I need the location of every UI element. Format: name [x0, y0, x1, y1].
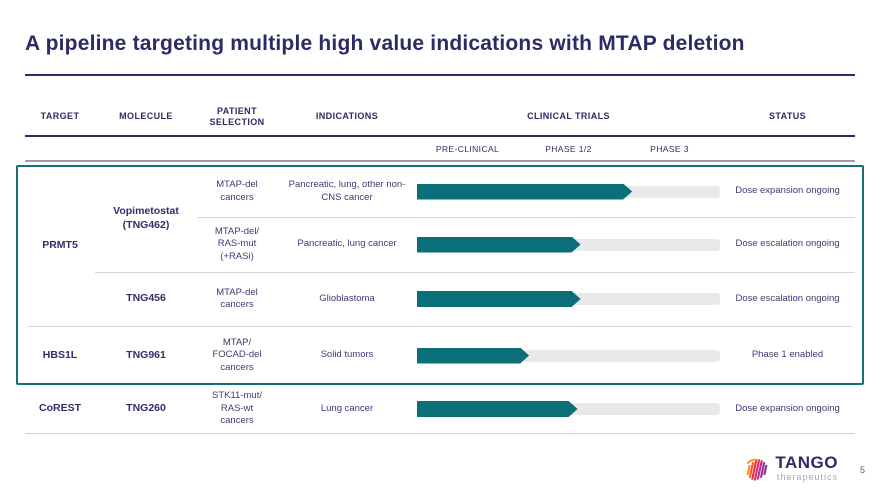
progress-track: [417, 403, 720, 415]
row-separator: [28, 326, 852, 327]
progress-bar: [417, 348, 529, 364]
status-cell: Phase 1 enabled: [751, 349, 824, 361]
pipeline-row-tng456: TNG456 MTAP-del cancers Glioblastoma Dos…: [25, 272, 855, 326]
progress-bar: [417, 237, 581, 253]
patient-selection-cell: MTAP-del cancers: [216, 286, 258, 310]
page-title: A pipeline targeting multiple high value…: [25, 32, 745, 55]
progress-track: [417, 350, 720, 362]
progress-track: [417, 186, 720, 198]
phase-label-preclinical: PRE-CLINICAL: [435, 144, 500, 154]
status-cell: Dose escalation ongoing: [735, 238, 840, 250]
patient-selection-cell: STK11-mut/ RAS-wt cancers: [212, 390, 262, 427]
progress-track: [417, 239, 720, 251]
tango-logo-name: TANGO: [775, 453, 838, 472]
header-divider: [25, 135, 855, 137]
patient-selection-cell: MTAP-del/ RAS-mut (+RASi): [214, 225, 260, 262]
target-cell: HBS1L: [42, 348, 78, 361]
mtap-highlight-box: [16, 165, 864, 385]
pipeline-row-vopimetostat-rasmut: MTAP-del/ RAS-mut (+RASi) Pancreatic, lu…: [25, 217, 855, 272]
header-indications: INDICATIONS: [315, 111, 379, 122]
progress-track: [417, 293, 720, 305]
header-molecule: MOLECULE: [119, 111, 173, 122]
status-cell: Dose escalation ongoing: [735, 292, 840, 304]
row-separator: [197, 217, 855, 218]
row-separator: [95, 272, 855, 273]
phase-label-phase12: PHASE 1/2: [545, 144, 592, 154]
molecule-cell: TNG456: [126, 292, 166, 305]
tango-logo: TANGO therapeutics: [745, 454, 838, 483]
corest-row-group: CoREST TNG260 STK11-mut/ RAS-wt cancers …: [25, 385, 855, 433]
molecule-cell-vopimetostat: Vopimetostat (TNG462): [113, 205, 179, 231]
progress-bar: [417, 401, 578, 417]
pipeline-row-tng260: CoREST TNG260 STK11-mut/ RAS-wt cancers …: [25, 385, 855, 433]
status-cell: Dose expansion ongoing: [735, 402, 840, 414]
indications-cell: Lung cancer: [320, 402, 374, 414]
tango-logo-icon: [747, 458, 768, 481]
page-number: 5: [859, 465, 865, 475]
indications-cell: Glioblastoma: [319, 292, 375, 304]
patient-selection-cell: MTAP/ FOCAD-del cancers: [212, 336, 262, 373]
phase-header-divider: [25, 160, 855, 162]
status-cell: Dose expansion ongoing: [735, 185, 840, 197]
header-target: TARGET: [40, 111, 80, 122]
table-header-row: TARGET MOLECULE PATIENT SELECTION INDICA…: [25, 101, 855, 133]
header-status: STATUS: [768, 111, 807, 122]
title-divider: [25, 74, 855, 76]
phase-label-phase3: PHASE 3: [650, 144, 689, 154]
mtap-rows-group: MTAP-del cancers Pancreatic, lung, other…: [25, 166, 855, 385]
progress-bar: [417, 291, 581, 307]
indications-cell: Pancreatic, lung, other non-CNS cancer: [288, 179, 406, 203]
target-cell: CoREST: [39, 402, 81, 415]
indications-cell: Solid tumors: [320, 349, 374, 361]
tango-logo-subtitle: therapeutics: [776, 472, 838, 482]
progress-bar: [417, 184, 632, 200]
pipeline-row-tng961: HBS1L TNG961 MTAP/ FOCAD-del cancers Sol…: [25, 326, 855, 385]
indications-cell: Pancreatic, lung cancer: [297, 238, 397, 250]
pipeline-row-vopimetostat-mtapdel: MTAP-del cancers Pancreatic, lung, other…: [25, 166, 855, 217]
header-patient-selection: PATIENT SELECTION: [209, 105, 265, 127]
header-clinical-trials: CLINICAL TRIALS: [527, 111, 610, 122]
bottom-divider: [25, 433, 855, 434]
patient-selection-cell: MTAP-del cancers: [216, 179, 258, 203]
phase-header-row: PRE-CLINICAL PHASE 1/2 PHASE 3: [25, 139, 855, 159]
target-cell-prmt5: PRMT5: [42, 239, 78, 252]
molecule-cell: TNG961: [126, 348, 166, 361]
molecule-cell: TNG260: [126, 402, 166, 415]
